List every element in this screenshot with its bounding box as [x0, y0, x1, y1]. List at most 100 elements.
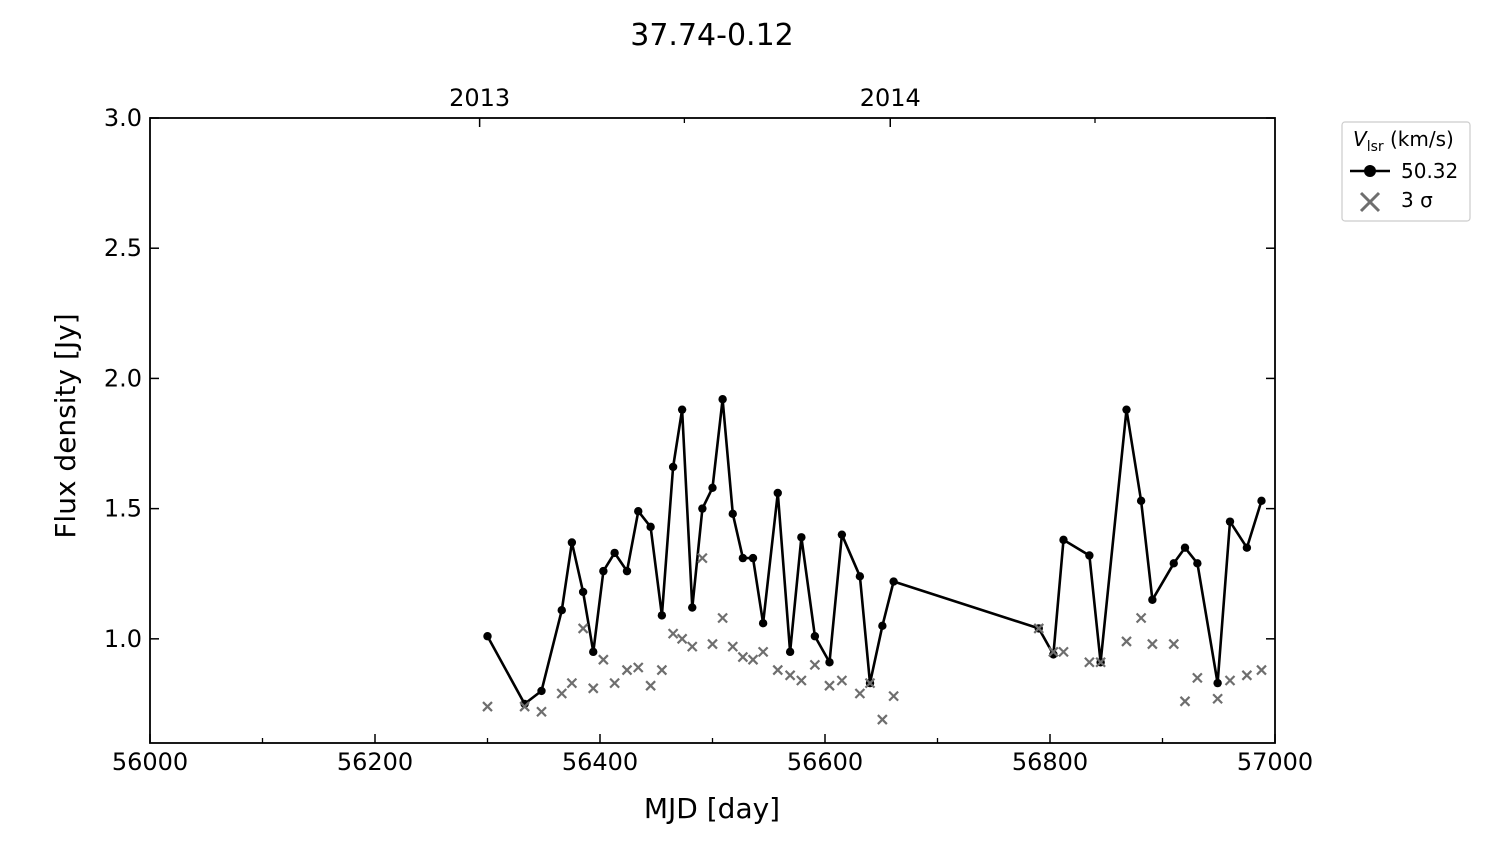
sigma-marker	[747, 654, 759, 665]
data-point	[785, 647, 795, 657]
x-tick-label: 56200	[337, 748, 413, 776]
sigma-marker	[854, 688, 866, 699]
sigma-marker	[757, 646, 769, 658]
data-point	[1257, 496, 1266, 506]
data-point	[578, 587, 588, 597]
data-point	[748, 553, 758, 563]
sigma-marker	[645, 680, 656, 691]
data-point	[758, 619, 768, 628]
sigma-marker	[519, 701, 530, 712]
data-point	[797, 533, 806, 542]
data-point	[1136, 496, 1146, 506]
data-point	[1085, 551, 1094, 560]
data-point	[1049, 650, 1058, 659]
sigma-marker	[1058, 646, 1069, 658]
sigma-marker	[1192, 672, 1203, 684]
sigma-marker	[632, 662, 644, 673]
data-point	[728, 509, 737, 519]
sigma-marker	[717, 612, 728, 624]
sigma-marker	[656, 664, 668, 676]
sigma-marker	[1084, 656, 1095, 668]
sigma-marker	[621, 664, 633, 676]
legend-title: Vlsr (km/s)	[1353, 127, 1454, 155]
sigma-marker	[1135, 612, 1147, 624]
legend-marker-swatch	[1364, 165, 1376, 177]
data-point	[677, 405, 687, 414]
sigma-marker	[587, 683, 599, 694]
data-point	[520, 699, 529, 709]
top-year-label: 2014	[860, 84, 921, 112]
data-point	[657, 611, 667, 620]
data-point	[557, 605, 566, 615]
sigma-marker	[836, 675, 848, 686]
data-point	[1059, 535, 1068, 545]
sigma-marker	[824, 680, 835, 691]
data-point	[688, 603, 697, 612]
y-tick-label: 1.5	[104, 495, 142, 523]
data-point	[773, 488, 782, 498]
data-point	[646, 522, 655, 532]
legend: Vlsr (km/s) 50.32 3 σ	[1341, 121, 1471, 222]
sigma-marker	[1224, 675, 1236, 686]
data-point	[589, 647, 598, 657]
legend-entry-sigma: 3 σ	[1401, 188, 1433, 212]
sigma-marker	[877, 714, 888, 725]
data-point	[1180, 543, 1190, 552]
data-point	[610, 548, 619, 558]
data-point	[718, 395, 727, 404]
data-point	[567, 538, 577, 547]
y-tick-label: 1.0	[104, 625, 142, 653]
sigma-marker	[482, 701, 493, 712]
data-point	[698, 504, 707, 513]
sigma-marker	[772, 664, 784, 676]
data-point	[810, 632, 820, 641]
sigma-marker	[609, 677, 620, 689]
data-point	[1169, 559, 1178, 568]
data-point	[1213, 678, 1222, 688]
x-tick-label: 57000	[1237, 748, 1313, 776]
sigma-marker	[1179, 696, 1191, 707]
sigma-marker	[566, 677, 578, 689]
sigma-marker	[864, 677, 876, 689]
legend-x-swatch	[1359, 191, 1381, 213]
data-point	[738, 553, 748, 563]
data-point	[1193, 559, 1202, 568]
data-point	[537, 686, 546, 696]
sigma-marker	[697, 552, 708, 564]
x-tick-label: 56600	[787, 748, 863, 776]
y-tick-label: 3.0	[104, 104, 142, 132]
y-tick-label: 2.0	[104, 364, 142, 392]
data-point	[878, 621, 887, 631]
data-point	[855, 572, 865, 581]
data-point	[483, 632, 492, 641]
sigma-marker	[1033, 623, 1045, 634]
sigma-marker	[1212, 693, 1223, 705]
x-tick-label: 56000	[112, 748, 188, 776]
sigma-marker	[1095, 656, 1106, 668]
sigma-marker	[727, 641, 739, 652]
sigma-marker	[707, 638, 718, 650]
sigma-marker	[1241, 670, 1253, 681]
legend-entry-series: 50.32	[1401, 159, 1458, 183]
x-tick-label: 56800	[1012, 748, 1088, 776]
data-point	[1148, 595, 1157, 604]
plot-frame	[149, 117, 1276, 744]
sigma-marker	[556, 688, 568, 699]
data-point	[668, 462, 678, 472]
sigma-marker	[796, 675, 807, 686]
data-point	[1122, 405, 1131, 414]
sigma-marker	[598, 654, 609, 665]
data-point	[708, 483, 717, 492]
sigma-marker	[1147, 638, 1158, 650]
sigma-marker	[686, 641, 698, 652]
sigma-marker	[667, 628, 679, 639]
chart-title: 37.74-0.12	[630, 18, 794, 53]
y-tick-label: 2.5	[104, 234, 142, 262]
sigma-marker	[1048, 646, 1059, 658]
x-axis-label: MJD [day]	[644, 792, 780, 825]
data-point	[634, 507, 643, 516]
data-point	[889, 577, 898, 586]
data-point	[825, 658, 834, 667]
sigma-marker	[737, 651, 749, 663]
